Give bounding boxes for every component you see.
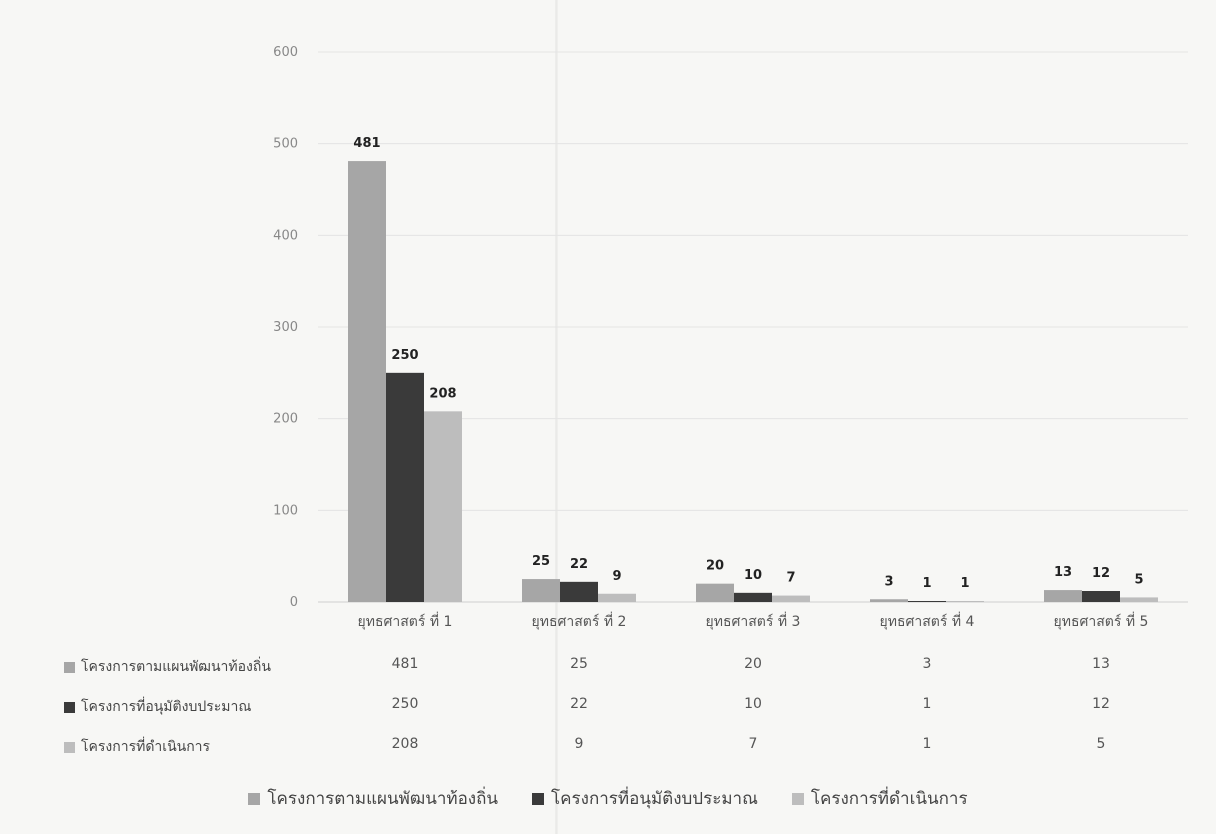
table-cell: 7 <box>748 736 758 752</box>
bar <box>772 595 810 602</box>
y-axis-ticks: 0 100 200 300 400 500 600 <box>273 45 298 610</box>
y-tick-label: 600 <box>273 45 298 60</box>
y-tick-label: 0 <box>290 595 298 610</box>
legend: โครงการตามแผนพัฒนาท้องถิ่น โครงการที่อนุม… <box>0 785 1216 812</box>
legend-item: โครงการที่ดำเนินการ <box>791 785 968 812</box>
x-category-label: ยุทธศาสตร์ ที่ 1 <box>358 612 453 630</box>
table-cell: 9 <box>574 736 584 752</box>
bar <box>908 601 946 602</box>
legend-swatch <box>248 792 261 805</box>
legend-item: โครงการที่อนุมัติงบประมาณ <box>532 785 758 812</box>
legend-item: โครงการตามแผนพัฒนาท้องถิ่น <box>248 785 498 812</box>
bar <box>696 583 734 602</box>
x-category-label: ยุทธศาสตร์ ที่ 3 <box>706 612 801 630</box>
table-cell: 1 <box>922 696 932 712</box>
series-name: โครงการตามแผนพัฒนาท้องถิ่น <box>81 659 271 675</box>
x-category-label: ยุทธศาสตร์ ที่ 2 <box>532 612 627 630</box>
y-tick-label: 500 <box>273 137 298 152</box>
table-cell: 481 <box>391 656 419 672</box>
table-row: โครงการที่อนุมัติงบประมาณ 250 22 10 1 12 <box>0 688 1216 724</box>
bar-value-label: 25 <box>532 554 550 569</box>
y-tick-label: 400 <box>273 228 298 243</box>
bar-value-label: 13 <box>1054 565 1072 580</box>
bar <box>424 411 462 602</box>
bar-value-label: 481 <box>353 136 380 151</box>
legend-swatch <box>532 792 545 805</box>
legend-label: โครงการที่ดำเนินการ <box>810 789 968 809</box>
bar-value-label: 20 <box>706 559 724 574</box>
bar-value-label: 208 <box>429 386 456 401</box>
table-cell: 25 <box>570 656 588 672</box>
table-cell: 5 <box>1096 736 1106 752</box>
legend-label: โครงการตามแผนพัฒนาท้องถิ่น <box>267 789 499 809</box>
table-cell: 208 <box>391 736 419 752</box>
table-cell: 12 <box>1092 696 1110 712</box>
bar <box>1120 597 1158 602</box>
bar-value-label: 250 <box>391 348 418 363</box>
table-row: โครงการที่ดำเนินการ 208 9 7 1 5 <box>0 728 1216 764</box>
bar-value-label: 3 <box>884 574 893 589</box>
table-row: โครงการตามแผนพัฒนาท้องถิ่น 481 25 20 3 13 <box>0 648 1216 684</box>
table-cell: 22 <box>570 696 588 712</box>
series-swatch <box>64 661 75 673</box>
x-category-label: ยุทธศาสตร์ ที่ 5 <box>1054 612 1149 630</box>
bar-value-label: 12 <box>1092 566 1110 581</box>
table-cell: 20 <box>744 656 762 672</box>
bar <box>386 372 424 602</box>
x-category-label: ยุทธศาสตร์ ที่ 4 <box>880 612 975 630</box>
table-cell: 10 <box>744 696 762 712</box>
bar <box>1082 591 1120 602</box>
table-row-label: โครงการที่ดำเนินการ <box>64 736 210 758</box>
table-row-label: โครงการตามแผนพัฒนาท้องถิ่น <box>64 656 271 678</box>
bar-value-label: 22 <box>570 557 588 572</box>
bar-value-label: 5 <box>1134 572 1143 587</box>
table-cell: 3 <box>922 656 932 672</box>
bar <box>348 161 386 603</box>
y-tick-label: 100 <box>273 503 298 518</box>
gridlines <box>318 51 1188 603</box>
table-cell: 250 <box>391 696 419 712</box>
bar <box>560 581 598 602</box>
y-tick-label: 300 <box>273 320 298 335</box>
bars <box>348 161 1158 603</box>
data-labels: 481 250 208 25 22 9 20 10 7 3 1 1 13 12 5 <box>353 136 1143 591</box>
series-swatch <box>64 741 75 753</box>
table-row-label: โครงการที่อนุมัติงบประมาณ <box>64 696 251 718</box>
legend-label: โครงการที่อนุมัติงบประมาณ <box>551 789 758 809</box>
series-swatch <box>64 701 75 713</box>
bar <box>870 599 908 602</box>
series-name: โครงการที่ดำเนินการ <box>81 739 211 755</box>
y-tick-label: 200 <box>273 412 298 427</box>
bar <box>734 592 772 602</box>
series-name: โครงการที่อนุมัติงบประมาณ <box>81 699 252 715</box>
table-cell: 13 <box>1092 656 1110 672</box>
bar <box>598 593 636 602</box>
bar-chart: 0 100 200 300 400 500 600 481 250 208 25 22 9 20 10 7 3… <box>273 45 1188 630</box>
bar-value-label: 10 <box>744 568 762 583</box>
bar <box>1044 590 1082 602</box>
bar-value-label: 1 <box>922 576 931 591</box>
table-cell: 1 <box>922 736 932 752</box>
bar <box>522 579 560 602</box>
bar <box>946 601 984 602</box>
bar-value-label: 9 <box>612 569 621 584</box>
bar-value-label: 7 <box>786 571 795 586</box>
legend-swatch <box>791 792 804 805</box>
bar-value-label: 1 <box>960 576 969 591</box>
page-fold <box>555 0 558 834</box>
x-axis-labels: ยุทธศาสตร์ ที่ 1 ยุทธศาสตร์ ที่ 2 ยุทธศาสต… <box>358 612 1149 630</box>
